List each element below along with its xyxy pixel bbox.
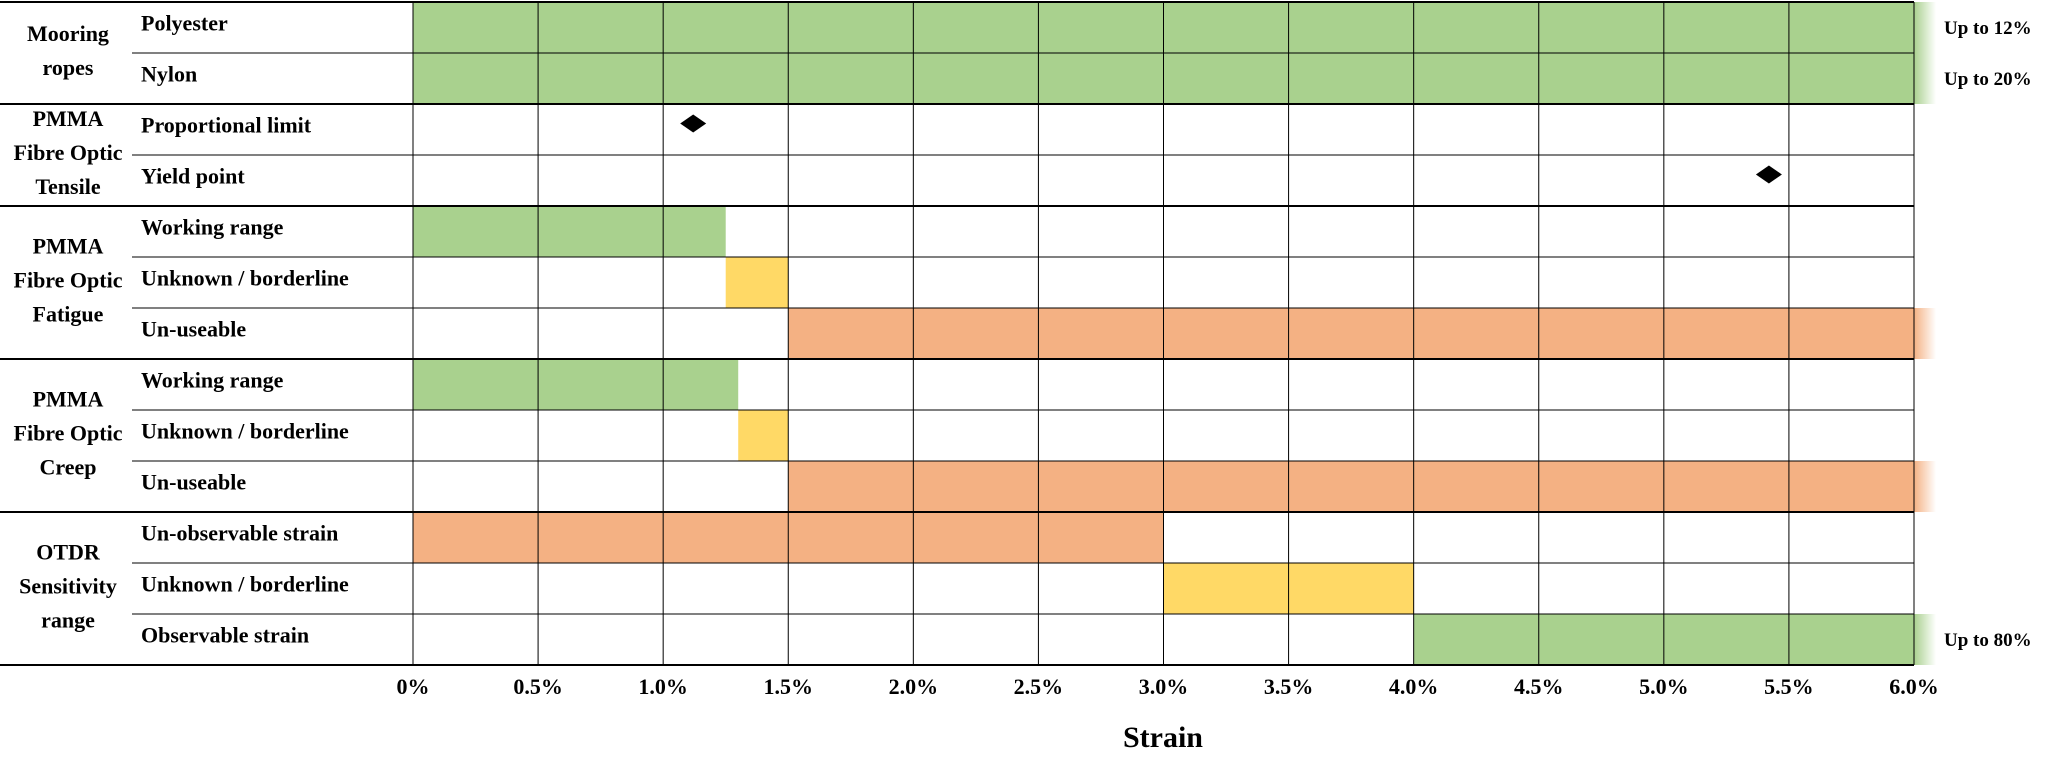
row-label: Unknown / borderline	[141, 572, 349, 597]
row-label: Working range	[141, 215, 284, 240]
row-label: Working range	[141, 368, 284, 393]
x-tick-label: 1.5%	[764, 674, 814, 699]
range-annotation: Up to 80%	[1944, 630, 2032, 651]
row-label: Un-observable strain	[141, 521, 338, 546]
range-bar	[413, 2, 2064, 53]
group-label: Creep	[39, 455, 96, 480]
range-annotation: Up to 20%	[1944, 69, 2032, 90]
group-label: Mooring	[27, 21, 109, 46]
range-bar	[788, 308, 1938, 359]
row-label: Unknown / borderline	[141, 419, 349, 444]
range-bar	[738, 410, 789, 461]
x-tick-label: 6.0%	[1889, 674, 1939, 699]
group-label: Fibre Optic	[14, 140, 123, 165]
x-tick-label: 0%	[397, 674, 430, 699]
point-marker	[680, 114, 707, 133]
row-label: Observable strain	[141, 623, 309, 648]
range-annotation: Up to 12%	[1944, 18, 2032, 39]
group-label: Tensile	[35, 174, 100, 199]
row-label: Un-useable	[141, 317, 246, 342]
range-bar	[413, 206, 726, 257]
x-tick-label: 4.5%	[1514, 674, 1564, 699]
range-bar	[413, 359, 739, 410]
x-axis-label: Strain	[1123, 721, 1203, 754]
group-label: Fibre Optic	[14, 268, 123, 293]
x-tick-label: 2.5%	[1014, 674, 1064, 699]
row-label: Proportional limit	[141, 113, 312, 138]
group-label: Sensitivity	[19, 574, 117, 599]
point-marker	[1755, 165, 1782, 184]
x-tick-label: 5.5%	[1764, 674, 1814, 699]
row-label: Un-useable	[141, 470, 246, 495]
group-label: PMMA	[33, 234, 104, 259]
group-label: PMMA	[33, 106, 104, 131]
row-label: Unknown / borderline	[141, 266, 349, 291]
range-bar	[725, 257, 789, 308]
x-tick-label: 5.0%	[1639, 674, 1689, 699]
row-label: Yield point	[141, 164, 245, 189]
grid	[0, 1, 1915, 666]
group-label: PMMA	[33, 387, 104, 412]
x-tick-label: 0.5%	[513, 674, 563, 699]
bars	[413, 2, 2064, 665]
range-bar	[1413, 614, 2064, 665]
group-label: range	[41, 608, 95, 633]
row-label: Polyester	[141, 11, 228, 36]
row-label: Nylon	[141, 62, 197, 87]
group-label: Fibre Optic	[14, 421, 123, 446]
x-tick-label: 2.0%	[889, 674, 939, 699]
x-tick-label: 3.0%	[1139, 674, 1189, 699]
group-label: Fatigue	[33, 302, 104, 327]
group-label: ropes	[43, 55, 94, 80]
group-label: OTDR	[36, 540, 101, 565]
x-tick-label: 3.5%	[1264, 674, 1314, 699]
labels: Mooring ropes Polyester Up to 12% Nylon Up to…	[14, 11, 2032, 700]
range-bar	[413, 53, 2064, 104]
range-bar	[788, 461, 1938, 512]
x-tick-label: 1.0%	[638, 674, 688, 699]
x-tick-label: 4.0%	[1389, 674, 1439, 699]
